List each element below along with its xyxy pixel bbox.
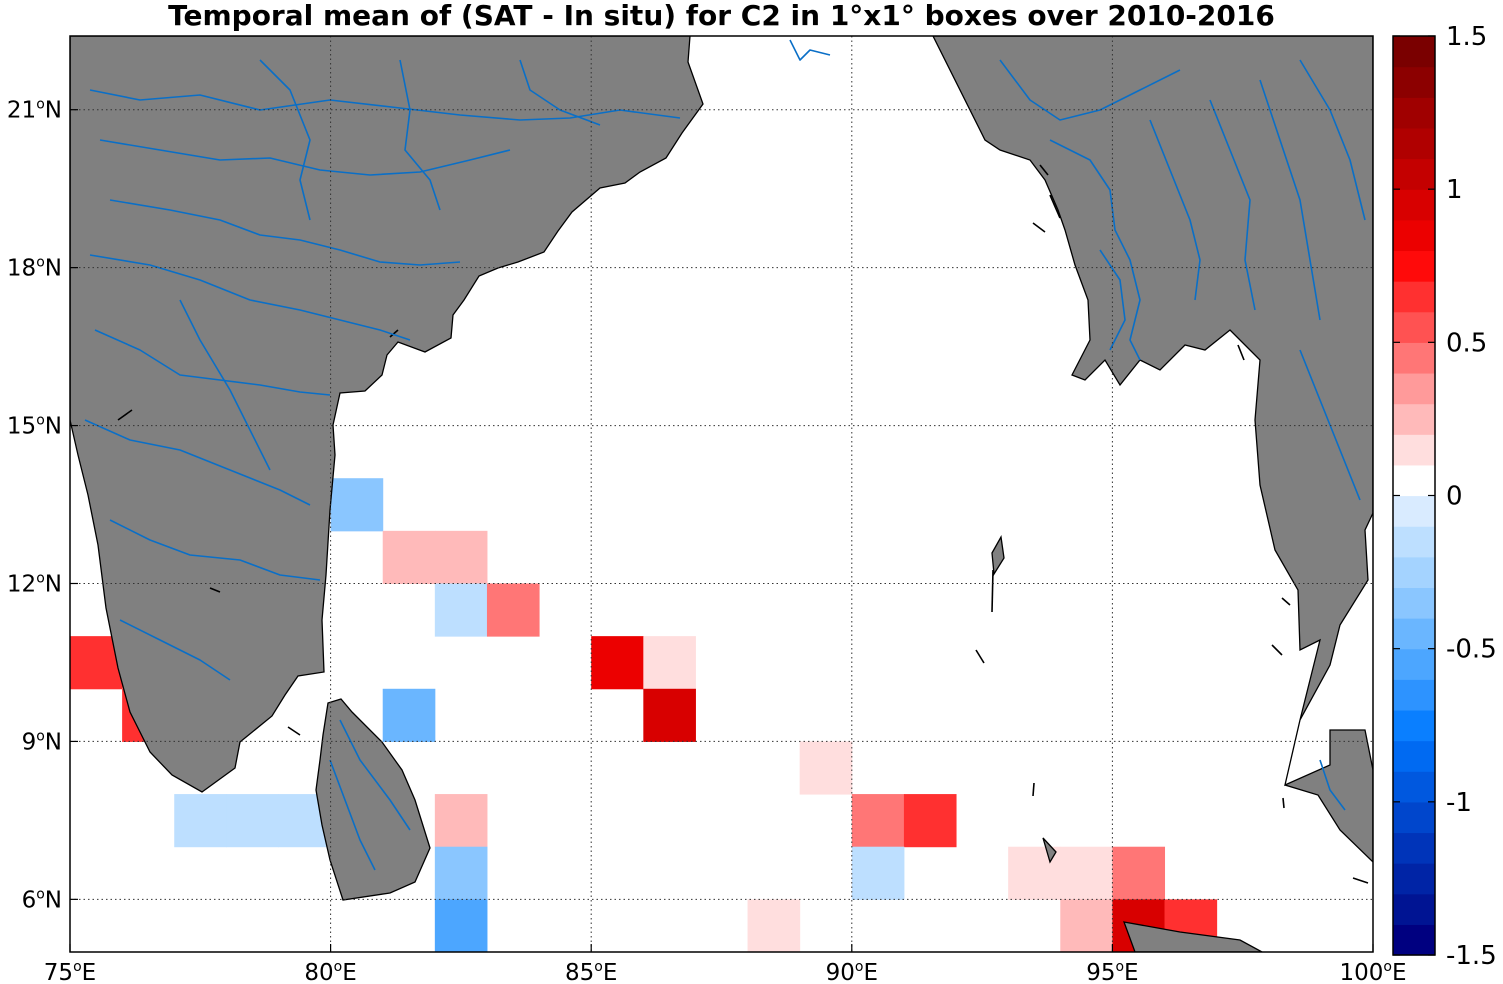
map-title: Temporal mean of (SAT - In situ) for C2 … xyxy=(168,0,1275,32)
rivers-layer xyxy=(84,39,1366,871)
colorbar-swatch xyxy=(1393,924,1435,956)
colorbar-swatch xyxy=(1393,281,1435,313)
colorbar-swatch xyxy=(1393,464,1435,497)
data-cell xyxy=(1060,846,1113,900)
colorbar-swatch xyxy=(1393,158,1435,190)
myanmar-bangladesh-landmass xyxy=(932,36,1373,863)
colorbar-tick-label: 1 xyxy=(1446,175,1463,205)
x-tick-label: 90oE xyxy=(826,959,878,984)
colorbar-tick-label: -0.5 xyxy=(1446,635,1497,665)
data-cell xyxy=(747,899,801,952)
colorbar-swatch xyxy=(1393,97,1435,129)
colorbar-swatch xyxy=(1393,372,1435,405)
data-cell xyxy=(799,741,853,795)
colorbar xyxy=(1392,35,1436,956)
y-tick-label: 21oN xyxy=(7,97,62,124)
y-axis-ticks: 6oN 9oN 12oN 15oN 18oN 21oN xyxy=(7,97,78,913)
data-cell xyxy=(851,846,905,900)
x-tick-label: 75oE xyxy=(44,959,96,984)
colorbar-swatch xyxy=(1393,250,1435,282)
data-cell xyxy=(643,688,696,742)
colorbar-swatch xyxy=(1393,66,1435,98)
sri-lanka xyxy=(315,698,431,901)
colorbar-swatch xyxy=(1393,618,1435,650)
colorbar-tick-label: -1.5 xyxy=(1446,941,1497,971)
data-cell xyxy=(434,846,488,900)
colorbar-swatch xyxy=(1393,863,1435,895)
colorbar-ticks: 1.5 1 0.5 0 -0.5 -1 -1.5 xyxy=(1393,22,1497,971)
colorbar-swatch xyxy=(1393,679,1435,711)
colorbar-swatch xyxy=(1393,556,1435,588)
data-cell xyxy=(851,794,905,848)
sumatra-tip xyxy=(1123,921,1263,952)
colorbar-swatch xyxy=(1393,893,1435,925)
colorbar-tick-label: 1.5 xyxy=(1446,22,1487,52)
colorbar-swatch xyxy=(1393,434,1435,466)
colorbar-swatch xyxy=(1393,801,1435,834)
colorbar-swatch xyxy=(1393,342,1435,374)
colorbar-swatch xyxy=(1393,36,1435,68)
data-cell xyxy=(174,794,227,848)
data-cell xyxy=(434,899,488,952)
colorbar-swatch xyxy=(1393,771,1435,803)
colorbar-swatch xyxy=(1393,495,1435,527)
y-tick-label: 6oN xyxy=(22,886,62,913)
colorbar-swatch xyxy=(1393,709,1435,742)
colorbar-swatch xyxy=(1393,740,1435,772)
x-tick-label: 85oE xyxy=(565,959,617,984)
data-cell xyxy=(1112,846,1166,900)
data-cells-layer xyxy=(70,478,1218,952)
colorbar-swatch xyxy=(1393,648,1435,680)
colorbar-swatch xyxy=(1393,587,1435,619)
data-cell xyxy=(434,583,488,637)
data-cell xyxy=(434,794,488,848)
colorbar-tick-label: 0.5 xyxy=(1446,328,1487,358)
colorbar-swatch xyxy=(1393,219,1435,252)
andaman-island-north xyxy=(991,535,1005,576)
colorbar-tick-label: -1 xyxy=(1446,788,1472,818)
data-cell xyxy=(486,583,540,637)
data-cell xyxy=(591,636,644,690)
x-tick-label: 95oE xyxy=(1086,959,1138,984)
data-cell xyxy=(643,636,696,690)
graticule xyxy=(70,36,1373,952)
nicobar-island xyxy=(1042,837,1057,864)
land-layer xyxy=(70,36,1373,952)
colorbar-swatch xyxy=(1393,403,1435,435)
y-tick-label: 15oN xyxy=(7,413,62,440)
colorbar-swatch xyxy=(1393,127,1435,160)
data-cell xyxy=(1060,899,1113,952)
y-tick-label: 12oN xyxy=(7,570,62,597)
data-cell xyxy=(330,478,384,532)
colorbar-swatch xyxy=(1393,311,1435,343)
data-cell xyxy=(434,530,488,584)
map-frame xyxy=(69,35,1374,953)
y-tick-label: 9oN xyxy=(22,728,62,755)
x-axis-ticks: 75oE 80oE 85oE 90oE 95oE 100oE xyxy=(44,944,1407,984)
colorbar-swatch xyxy=(1393,832,1435,864)
islet-marks-layer xyxy=(117,164,1369,884)
india-landmass xyxy=(70,36,704,793)
data-cell xyxy=(903,794,957,848)
x-tick-label: 100oE xyxy=(1339,959,1406,984)
colorbar-swatch xyxy=(1393,526,1435,558)
data-cell xyxy=(226,794,279,848)
x-tick-label: 80oE xyxy=(304,959,356,984)
colorbar-swatch xyxy=(1393,189,1435,221)
y-tick-label: 18oN xyxy=(7,255,62,282)
data-cell xyxy=(382,530,436,584)
colorbar-tick-label: 0 xyxy=(1446,482,1463,512)
data-cell xyxy=(382,688,436,742)
